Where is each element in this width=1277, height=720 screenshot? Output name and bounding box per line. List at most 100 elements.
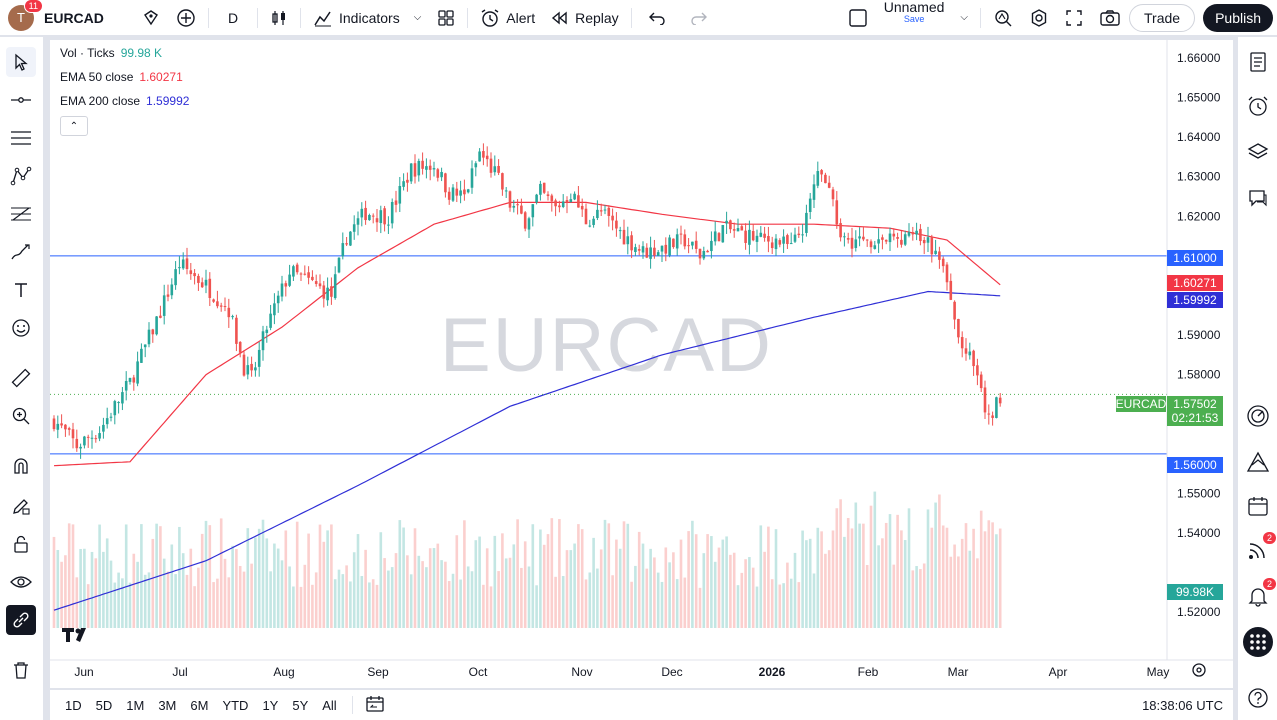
chevron-down-icon[interactable]: ⌵ [960,12,969,23]
ema50-line[interactable] [53,201,1001,467]
ema200-legend[interactable]: EMA 200 close 1.59992 [60,94,189,108]
volume-bar [611,575,614,628]
volume-bar [546,534,550,628]
chat-icon[interactable] [1243,183,1273,213]
price-chart[interactable]: 1.66000 1.65000 1.64000 1.63000 1.62000 1.610… [50,40,1233,688]
candle-body [998,397,1002,404]
candle-body [808,198,812,213]
bell-icon[interactable]: 2 [1243,578,1276,611]
chevron-down-icon[interactable]: ⌵ [413,12,422,23]
brush-icon[interactable] [6,237,36,267]
volume-bar [409,574,413,628]
fullscreen-icon[interactable] [1057,0,1091,36]
candle-body [105,418,109,425]
utc-clock[interactable]: 18:38:06 UTC [1142,697,1223,713]
volume-bar [136,561,139,628]
templates-grid-icon[interactable] [429,0,463,36]
range-all[interactable]: All [322,697,337,713]
trash-icon[interactable] [6,655,36,685]
range-5d[interactable]: 5D [95,697,113,713]
candle-body [364,207,367,221]
candle-body [333,274,337,299]
range-5y[interactable]: 5Y [292,697,309,713]
candle-body [409,163,413,182]
interval-button[interactable]: D [227,9,239,26]
volume-bar [178,526,181,628]
time-axis-settings-icon[interactable] [1191,662,1207,683]
tag-icon[interactable] [134,0,168,36]
text-tool-icon[interactable] [6,275,36,305]
publish-button[interactable]: Publish [1203,3,1273,32]
apps-grid-icon[interactable] [1243,627,1273,657]
replay-button[interactable]: Replay [543,0,627,36]
symbol-search[interactable]: EURCAD [44,9,104,26]
volume-legend[interactable]: Vol · Ticks 99.98 K [60,46,162,60]
range-1d[interactable]: 1D [65,697,82,713]
trend-line-icon[interactable] [6,85,36,115]
ruler-icon[interactable] [6,363,36,393]
collapse-legend-button[interactable]: ⌃ [60,116,88,136]
date-range-icon[interactable] [361,695,389,716]
candle-body [193,273,196,277]
ema50-legend[interactable]: EMA 50 close 1.60271 [60,70,183,84]
layers-icon[interactable] [1243,137,1273,167]
chart-pane[interactable]: EURCAD 1.66000 1.65000 1.64000 1.63000 1.620… [50,40,1233,688]
alarm-clock-icon[interactable] [1243,91,1273,121]
cursor-arrow-icon[interactable] [6,47,36,77]
target-icon[interactable] [1243,401,1273,431]
range-3m[interactable]: 3M [158,697,177,713]
horizontal-lines-icon[interactable] [6,123,36,153]
range-1m[interactable]: 1M [126,697,145,713]
add-symbol-icon[interactable] [168,0,204,36]
link-icon[interactable] [6,605,36,635]
layout-name-button[interactable]: Unnamed Save [876,0,953,36]
candle-body [516,204,519,206]
user-avatar[interactable]: T 11 [8,0,43,31]
ema200-line[interactable] [53,290,1001,611]
emoji-icon[interactable] [6,313,36,343]
volume-bar [751,567,755,628]
quick-search-icon[interactable] [985,0,1021,36]
pencil-lock-icon[interactable] [6,491,36,521]
volume-bar [550,518,554,628]
alert-button[interactable]: Alert [472,0,543,36]
ema50-price-label: 1.60271 [1167,275,1223,291]
candle-body [402,181,405,187]
pattern-nodes-icon[interactable] [6,161,36,191]
help-icon[interactable] [1243,683,1273,713]
calendar-icon[interactable] [1243,491,1273,521]
range-1y[interactable]: 1Y [262,697,279,713]
indicators-button[interactable]: Indicators ⌵ [305,0,429,36]
lock-icon[interactable] [6,529,36,559]
candle-body [991,415,994,418]
watchlist-icon[interactable] [1243,47,1273,77]
eye-icon[interactable] [6,567,36,597]
undo-icon[interactable] [636,0,678,36]
candle-body [577,195,580,208]
layout-checkbox[interactable] [840,0,876,36]
zoom-in-icon[interactable] [6,401,36,431]
candle-body [147,329,151,345]
candles-type-icon[interactable] [262,0,296,36]
fib-levels-icon[interactable] [6,199,36,229]
pyramid-icon[interactable] [1243,447,1273,477]
volume-bar [687,531,690,628]
signal-feed-icon[interactable]: 2 [1243,532,1276,565]
volume-bar [356,534,360,628]
candle-body [189,270,193,275]
volume-bar [56,550,60,628]
tradingview-logo[interactable] [62,626,94,649]
settings-gear-icon[interactable] [1021,0,1057,36]
trade-button[interactable]: Trade [1129,3,1196,32]
candle-body [322,285,326,299]
range-ytd[interactable]: YTD [222,697,249,713]
redo-icon[interactable] [678,0,720,36]
magnet-icon[interactable] [6,451,36,481]
volume-bar [113,582,117,628]
camera-icon[interactable] [1091,0,1129,36]
volume-bar [364,549,367,628]
candle-body [922,239,926,244]
ema50-legend-label: EMA 50 close [60,70,134,84]
candle-body [527,218,531,230]
range-6m[interactable]: 6M [190,697,209,713]
